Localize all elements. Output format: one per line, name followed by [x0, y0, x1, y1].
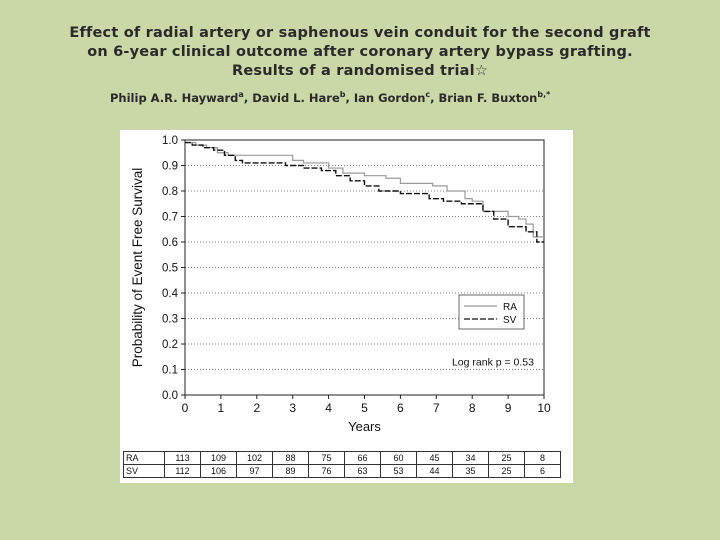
author-affiliation-mark: c — [425, 90, 431, 99]
y-tick-label: 0.7 — [162, 212, 178, 224]
y-tick-label: 0.8 — [162, 186, 178, 198]
title-line-2: on 6-year clinical outcome after coronar… — [87, 44, 633, 60]
x-tick-label: 1 — [218, 401, 225, 415]
title-line-1: Effect of radial artery or saphenous vei… — [69, 25, 651, 41]
legend-label: RA — [503, 302, 517, 313]
risk-cell: 113 — [164, 451, 201, 465]
km-survival-chart: 0.0 0.1 0.2 0.3 0.4 0.5 0.6 0.7 0.8 0.9 1.0 0 1 2 3 4 5 6… — [130, 135, 551, 434]
x-tick-label: 7 — [433, 401, 440, 415]
risk-cell: 8 — [524, 451, 561, 465]
series-line-ra — [185, 141, 544, 238]
y-tick-label: 0.6 — [162, 237, 178, 249]
x-tick-label: 0 — [182, 401, 189, 415]
risk-cell: 45 — [416, 451, 453, 465]
author-affiliation-mark: b,* — [537, 90, 551, 99]
y-tick-label: 0.5 — [162, 263, 178, 275]
author-name: Ian Gordon — [353, 90, 426, 105]
author-separator: , — [345, 90, 354, 105]
y-tick-label: 0.2 — [162, 339, 178, 351]
y-tick-label: 0.3 — [162, 314, 178, 326]
x-tick-label: 9 — [505, 401, 512, 415]
slide-title: Effect of radial artery or saphenous vei… — [0, 24, 720, 81]
risk-cell: 35 — [452, 464, 489, 478]
number-at-risk-table: RA 113 109 102 88 75 66 60 45 34 25 8 SV 112 106 97 89 76… — [123, 451, 561, 478]
x-tick-label: 6 — [397, 401, 404, 415]
series-line-sv — [185, 141, 544, 243]
y-tick-label: 0.4 — [162, 288, 179, 300]
x-axis-title: Years — [348, 419, 381, 434]
risk-cell: 60 — [380, 451, 417, 465]
risk-row-label: SV — [123, 464, 165, 478]
author-list: Philip A.R. Haywarda, David L. Hareb, Ia… — [110, 90, 550, 105]
risk-cell: 97 — [236, 464, 273, 478]
risk-cell: 25 — [488, 464, 525, 478]
author-name: Brian F. Buxton — [438, 90, 538, 105]
risk-cell: 53 — [380, 464, 417, 478]
risk-row-sv: SV 112 106 97 89 76 63 53 44 35 25 6 — [123, 464, 561, 478]
risk-row-label: RA — [123, 451, 165, 465]
x-tick-label: 2 — [253, 401, 260, 415]
legend-box — [458, 294, 525, 330]
y-tick-label: 0.9 — [162, 161, 178, 173]
risk-cell: 63 — [344, 464, 381, 478]
risk-cell: 88 — [272, 451, 309, 465]
legend-label: SV — [503, 315, 517, 326]
risk-cell: 102 — [236, 451, 273, 465]
y-axis-title: Probability of Event Free Survival — [130, 168, 145, 368]
risk-cell: 109 — [200, 451, 237, 465]
risk-cell: 25 — [488, 451, 525, 465]
risk-cell: 112 — [164, 464, 201, 478]
risk-cell: 89 — [272, 464, 309, 478]
risk-cell: 76 — [308, 464, 345, 478]
x-tick-label: 5 — [361, 401, 368, 415]
author-name: David L. Hare — [252, 90, 340, 105]
x-tick-label: 10 — [537, 401, 551, 415]
figure-panel: 0.0 0.1 0.2 0.3 0.4 0.5 0.6 0.7 0.8 0.9 1.0 0 1 2 3 4 5 6… — [120, 130, 573, 483]
author-separator: , — [243, 90, 253, 105]
y-tick-label: 0.1 — [162, 365, 178, 377]
risk-cell: 44 — [416, 464, 453, 478]
author-separator: , — [430, 90, 439, 105]
risk-cell: 6 — [524, 464, 561, 478]
risk-cell: 34 — [452, 451, 489, 465]
log-rank-annotation: Log rank p = 0.53 — [452, 357, 534, 369]
title-line-3: Results of a randomised trial☆ — [231, 63, 489, 79]
risk-cell: 106 — [200, 464, 237, 478]
risk-row-ra: RA 113 109 102 88 75 66 60 45 34 25 8 — [123, 451, 561, 465]
risk-cell: 75 — [308, 451, 345, 465]
x-tick-label: 4 — [325, 401, 332, 415]
y-tick-label: 1.0 — [162, 135, 178, 147]
risk-cell: 66 — [344, 451, 381, 465]
x-tick-label: 3 — [289, 401, 296, 415]
x-tick-label: 8 — [469, 401, 476, 415]
author-affiliation-mark: b — [339, 90, 346, 99]
y-tick-label: 0.0 — [162, 390, 178, 402]
author-name: Philip A.R. Hayward — [110, 90, 239, 105]
author-affiliation-mark: a — [238, 90, 244, 99]
